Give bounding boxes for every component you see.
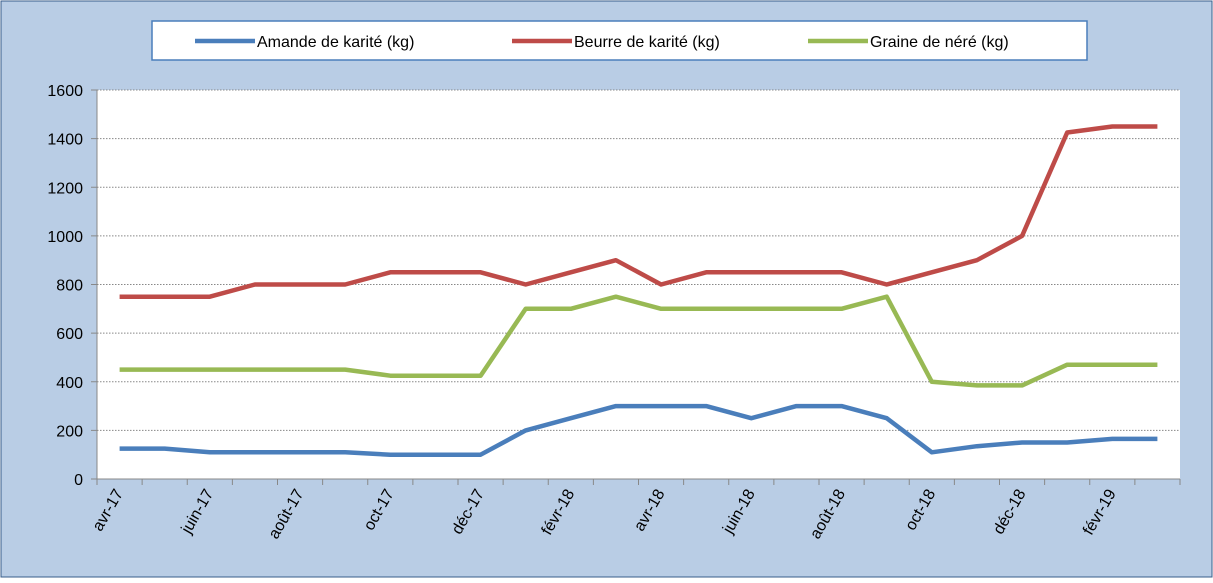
series-line bbox=[119, 294, 1158, 388]
y-tick-label: 1200 bbox=[47, 180, 83, 197]
y-tick-label: 1000 bbox=[47, 229, 83, 246]
y-tick-label: 600 bbox=[56, 326, 83, 343]
y-tick-label: 0 bbox=[74, 472, 83, 489]
legend-label: Graine de néré (kg) bbox=[870, 34, 1009, 51]
series-line bbox=[119, 124, 1158, 299]
y-tick-label: 200 bbox=[56, 423, 83, 440]
y-tick-label: 1400 bbox=[47, 132, 83, 149]
series-line bbox=[119, 403, 1158, 457]
legend-box bbox=[151, 20, 1088, 61]
legend-label: Beurre de karité (kg) bbox=[574, 34, 720, 51]
y-tick-label: 800 bbox=[56, 278, 83, 295]
y-tick-label: 400 bbox=[56, 375, 83, 392]
legend-label: Amande de karité (kg) bbox=[257, 34, 414, 51]
y-tick-label: 1600 bbox=[47, 83, 83, 100]
